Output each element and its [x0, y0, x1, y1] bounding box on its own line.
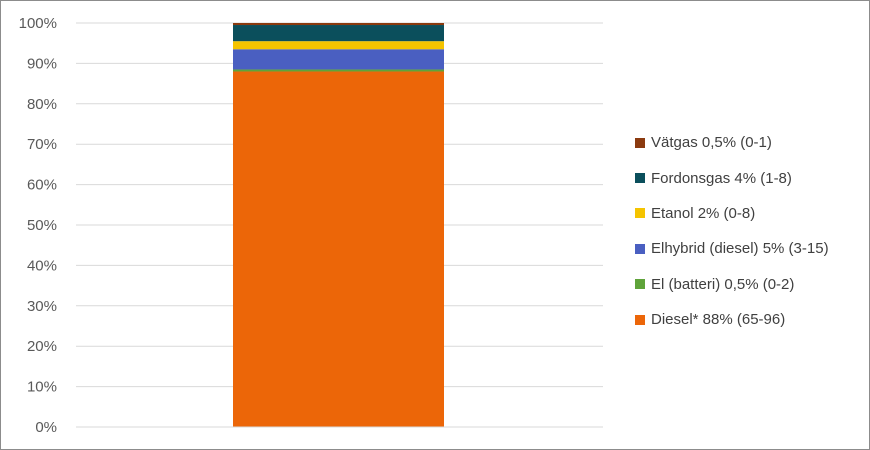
y-tick-label: 60%	[27, 177, 57, 194]
bar-segment-5	[233, 23, 444, 26]
legend-swatch	[635, 243, 645, 254]
y-tick-label: 70%	[27, 136, 57, 153]
y-tick-label: 80%	[27, 96, 57, 113]
legend-swatch	[635, 137, 645, 148]
y-tick-label: 0%	[35, 419, 57, 436]
legend-swatch	[635, 208, 645, 219]
y-tick-label: 40%	[27, 257, 57, 274]
y-tick-label: 30%	[27, 298, 57, 315]
y-axis-tick-labels: 0% 10% 20% 30% 40% 50% 60% 70% 80% 90% 100%	[19, 15, 57, 436]
legend-item: Fordonsgas 4% (1-8)	[635, 160, 865, 195]
y-tick-label: 90%	[27, 55, 57, 72]
legend-swatch	[635, 279, 645, 290]
bar-segment-3	[233, 41, 444, 50]
legend-item: Elhybrid (diesel) 5% (3-15)	[635, 231, 865, 266]
y-tick-label: 100%	[19, 15, 57, 32]
legend-item: El (batteri) 0,5% (0-2)	[635, 267, 865, 302]
legend-label: Fordonsgas 4% (1-8)	[651, 169, 792, 187]
legend-label: El (batteri) 0,5% (0-2)	[651, 275, 795, 293]
legend-label: Elhybrid (diesel) 5% (3-15)	[651, 240, 829, 258]
bar-segment-4	[233, 25, 444, 42]
legend-label: Vätgas 0,5% (0-1)	[651, 134, 772, 152]
bar-segment-1	[233, 69, 444, 72]
legend-label: Etanol 2% (0-8)	[651, 204, 756, 222]
legend-swatch	[635, 173, 645, 184]
legend-label: Diesel* 88% (65-96)	[651, 311, 786, 329]
y-tick-label: 10%	[27, 379, 57, 396]
bar-segment-2	[233, 49, 444, 70]
bar-segments	[233, 23, 444, 427]
y-tick-label: 50%	[27, 217, 57, 234]
y-tick-label: 20%	[27, 338, 57, 355]
legend: Vätgas 0,5% (0-1) Fordonsgas 4% (1-8) Etan…	[635, 125, 865, 337]
legend-item: Diesel* 88% (65-96)	[635, 302, 865, 337]
legend-item: Vätgas 0,5% (0-1)	[635, 125, 865, 160]
legend-item: Etanol 2% (0-8)	[635, 196, 865, 231]
legend-swatch	[635, 314, 645, 325]
bar-segment-0	[233, 71, 444, 427]
